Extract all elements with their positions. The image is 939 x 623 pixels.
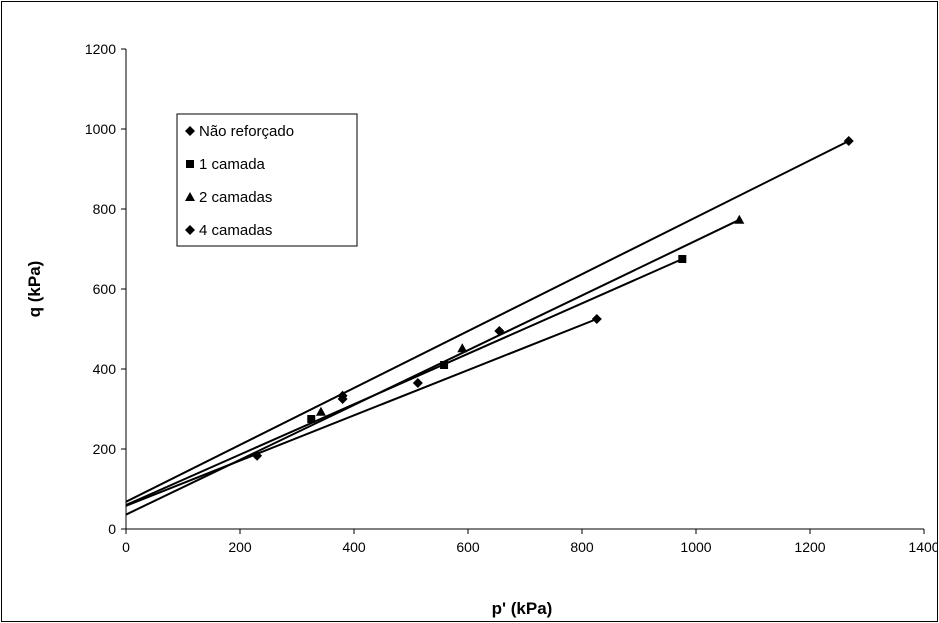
x-axis-title: p' (kPa) <box>492 599 553 618</box>
trendline <box>125 140 850 503</box>
legend: Não reforçado 1 camada 2 camadas 4 camadas <box>176 113 358 247</box>
axes: 0 200 400 600 800 1000 1200 0 200 400 600 800 1000 12… <box>85 41 937 555</box>
y-tick-label: 600 <box>93 281 117 297</box>
legend-marker <box>186 160 194 168</box>
x-tick-label: 0 <box>122 539 130 555</box>
trendline <box>125 318 598 507</box>
y-tick-label: 1000 <box>85 121 116 137</box>
data-point <box>678 255 687 263</box>
data-point <box>591 314 602 324</box>
data-points <box>252 136 854 461</box>
data-point <box>412 378 423 388</box>
data-point <box>337 394 348 404</box>
x-tick-label: 800 <box>570 539 594 555</box>
legend-label: 4 camadas <box>199 222 272 239</box>
data-point <box>457 343 468 353</box>
y-tick-label: 800 <box>93 201 117 217</box>
x-tick-label: 200 <box>228 539 252 555</box>
data-point <box>843 136 854 146</box>
legend-box <box>176 113 358 247</box>
x-tick-label: 1400 <box>908 539 937 555</box>
data-point <box>734 214 745 224</box>
data-point <box>307 415 316 423</box>
y-axis-title: q (kPa) <box>25 261 44 318</box>
x-tick-label: 400 <box>342 539 366 555</box>
y-tick-label: 1200 <box>85 41 116 57</box>
y-tick-label: 400 <box>93 361 117 377</box>
x-tick-label: 600 <box>456 539 480 555</box>
legend-label: Não reforçado <box>199 123 294 140</box>
x-tick-label: 1000 <box>680 539 711 555</box>
data-point <box>440 361 449 369</box>
y-tick-label: 200 <box>93 441 117 457</box>
data-point <box>315 406 326 416</box>
legend-marker <box>185 126 195 136</box>
data-point <box>252 450 263 461</box>
trendlines <box>125 140 850 516</box>
legend-marker <box>185 192 195 201</box>
legend-marker <box>185 225 195 235</box>
trendline <box>125 218 740 516</box>
y-tick-label: 0 <box>108 521 116 537</box>
legend-label: 1 camada <box>199 156 266 173</box>
legend-label: 2 camadas <box>199 189 272 206</box>
x-tick-label: 1200 <box>794 539 825 555</box>
data-point <box>494 326 505 336</box>
